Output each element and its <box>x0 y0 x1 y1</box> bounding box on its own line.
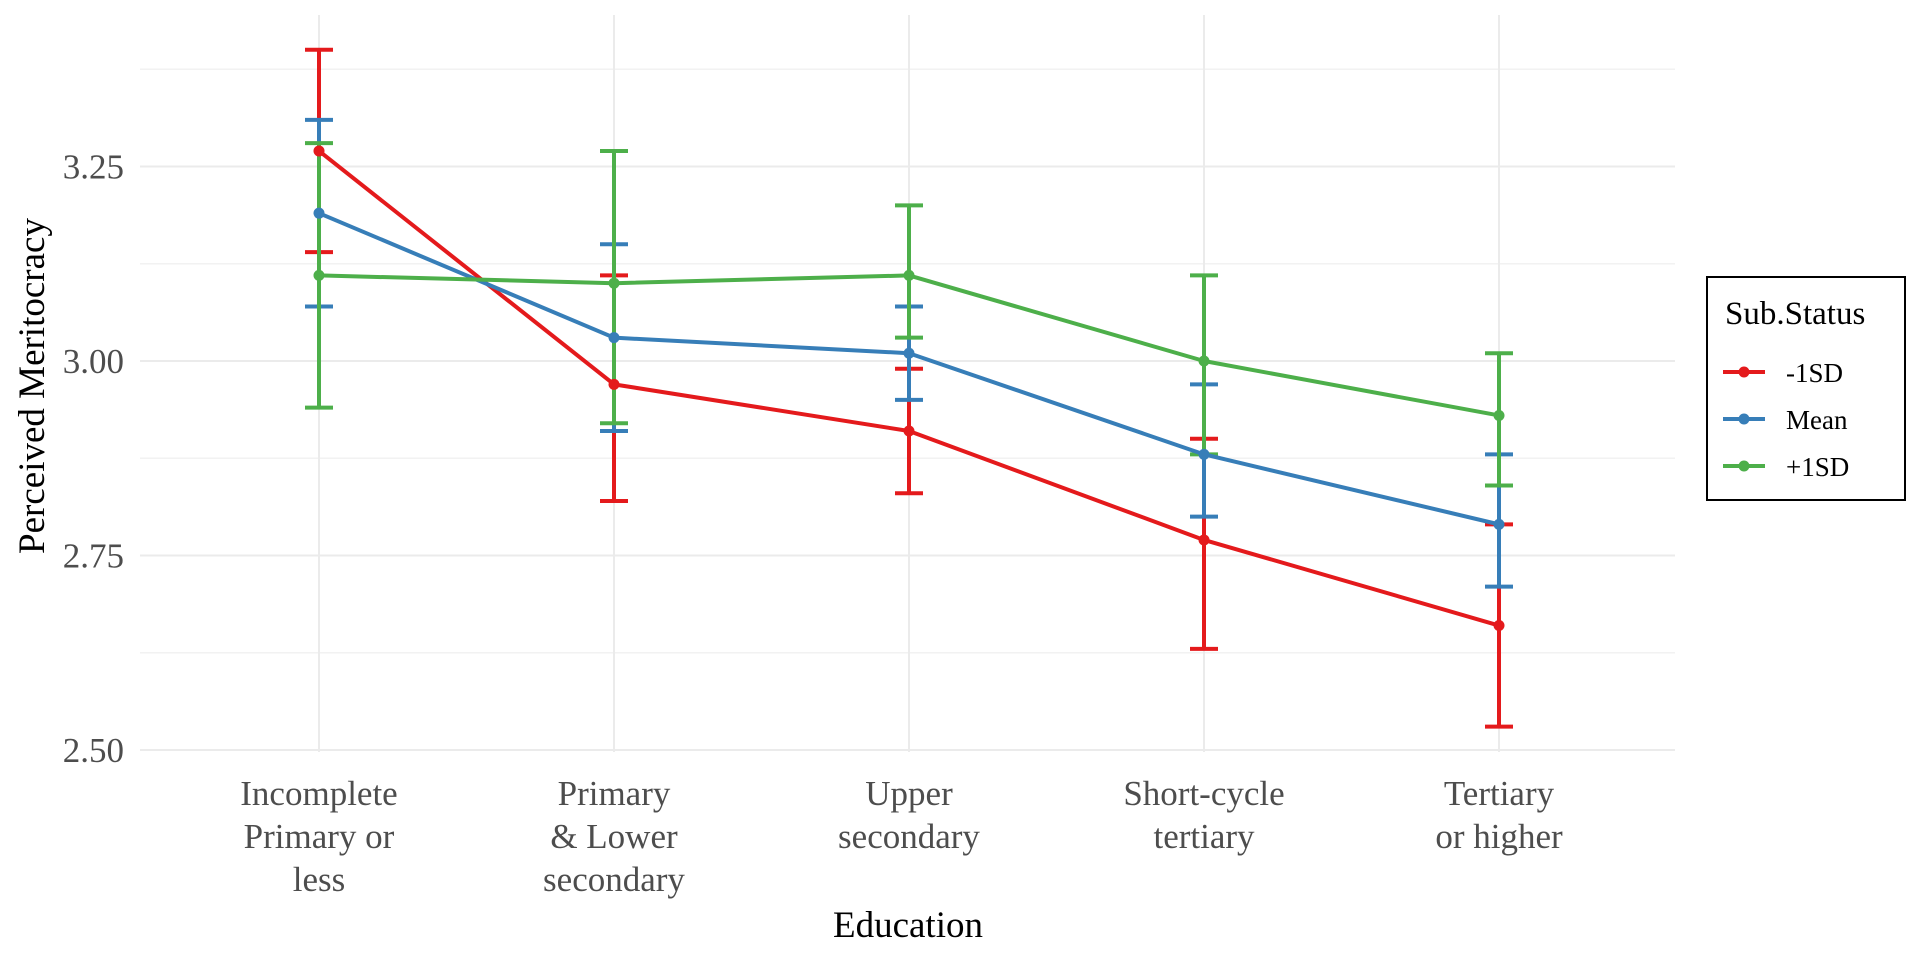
x-tick-label: Incomplete Primary or less <box>240 774 397 899</box>
y-tick-label: 2.50 <box>63 731 124 770</box>
legend-label: +1SD <box>1786 452 1849 482</box>
data-point <box>1493 518 1505 530</box>
data-point <box>1198 448 1210 460</box>
y-tick-label: 2.75 <box>63 537 124 576</box>
legend-title: Sub.Status <box>1725 296 1865 332</box>
x-tick-label-line: Primary or <box>244 817 395 856</box>
legend-items: -1SD Mean +1SD <box>1723 358 1849 482</box>
data-point <box>608 378 620 390</box>
data-point <box>313 145 325 157</box>
data-point <box>313 207 325 219</box>
data-point <box>1198 355 1210 367</box>
y-axis-title: Perceived Meritocracy <box>12 218 53 554</box>
x-tick-label: Primary & Lower secondary <box>543 774 685 899</box>
legend-key-point <box>1738 413 1750 425</box>
x-axis-title: Education <box>833 905 983 946</box>
y-axis-ticks: 2.50 2.75 3.00 3.25 <box>63 148 124 771</box>
x-tick-label-line: tertiary <box>1153 817 1255 856</box>
x-axis-ticks: Incomplete Primary or less Primary & Lower se… <box>240 774 1563 899</box>
x-tick-label-line: secondary <box>838 817 980 856</box>
data-point <box>608 332 620 344</box>
legend-label: -1SD <box>1786 358 1843 388</box>
x-tick-label: Short-cycle tertiary <box>1123 774 1284 856</box>
x-tick-label-line: or higher <box>1435 817 1563 856</box>
x-tick-label-line: Primary <box>558 774 671 813</box>
x-tick-label: Upper secondary <box>838 774 980 856</box>
series-points <box>313 145 1505 632</box>
x-tick-label-line: secondary <box>543 860 685 899</box>
data-point <box>313 269 325 281</box>
y-tick-label: 3.25 <box>63 148 124 187</box>
legend-key-point <box>1738 460 1750 472</box>
x-tick-label-line: Upper <box>865 774 953 813</box>
data-point <box>903 269 915 281</box>
x-tick-label: Tertiary or higher <box>1435 774 1563 856</box>
data-point <box>903 347 915 359</box>
x-tick-label-line: Incomplete <box>240 774 397 813</box>
x-tick-label-line: Tertiary <box>1444 774 1555 813</box>
data-point <box>1493 409 1505 421</box>
legend-key-point <box>1738 366 1750 378</box>
y-tick-label: 3.00 <box>63 342 124 381</box>
legend: Sub.Status -1SD Mean +1SD <box>1706 276 1906 501</box>
data-point <box>608 277 620 289</box>
x-tick-label-line: Short-cycle <box>1123 774 1284 813</box>
x-tick-label-line: less <box>293 860 346 899</box>
x-tick-label-line: & Lower <box>550 817 678 856</box>
legend-label: Mean <box>1786 405 1848 435</box>
data-point <box>903 425 915 437</box>
data-point <box>1198 534 1210 546</box>
data-point <box>1493 620 1505 632</box>
